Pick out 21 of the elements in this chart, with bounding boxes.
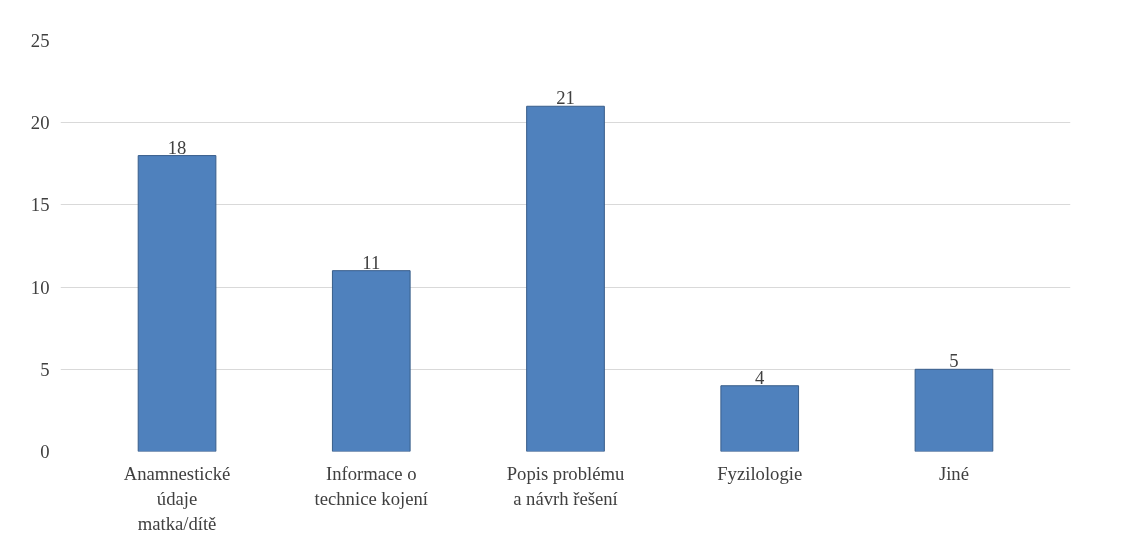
data-label: 5: [949, 350, 959, 372]
bar: [914, 368, 994, 452]
data-label: 4: [755, 366, 766, 388]
data-label: 11: [362, 251, 381, 273]
y-tick-label: 15: [30, 194, 50, 216]
data-label: 21: [556, 87, 575, 109]
y-tick-label: 5: [40, 358, 50, 380]
bar: [331, 270, 411, 452]
y-tick-label: 25: [30, 30, 50, 51]
y-tick-label: 0: [40, 441, 50, 462]
x-tick-label: Anamnestické údaje matka/dítě: [123, 462, 231, 534]
bar: [137, 155, 217, 452]
x-tick-label: Fyzilologie: [717, 462, 803, 484]
data-label: 18: [167, 136, 187, 158]
y-tick-label: 10: [30, 276, 50, 298]
x-tick-label: Informace o technice kojení: [314, 462, 428, 509]
bar: [720, 385, 800, 452]
x-tick-label: Popis problému a návrh řešení: [506, 462, 625, 509]
y-tick-label: 20: [30, 112, 50, 134]
x-tick-label: Jiné: [938, 462, 969, 484]
bar: [526, 105, 605, 452]
